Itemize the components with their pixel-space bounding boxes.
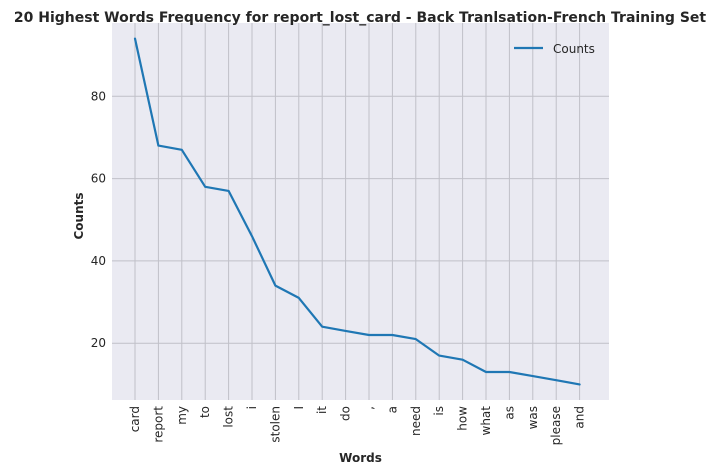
plot-area	[112, 23, 609, 400]
y-tick-label: 60	[91, 172, 106, 186]
x-tick-label: ,	[362, 406, 376, 410]
x-tick-label: need	[409, 406, 423, 436]
x-tick-label: it	[315, 406, 329, 414]
x-tick-label: i	[245, 406, 259, 409]
x-tick-label: to	[198, 406, 212, 418]
grid-lines	[112, 23, 609, 400]
x-tick-label: a	[385, 406, 399, 413]
x-tick-label: and	[573, 406, 587, 429]
y-tick-label: 40	[91, 254, 106, 268]
x-tick-label: I	[292, 406, 306, 410]
x-tick-label: my	[175, 406, 189, 425]
series-line-counts	[133, 37, 581, 386]
x-tick-label: as	[502, 406, 516, 420]
x-tick-label: what	[479, 406, 493, 436]
x-tick-label: was	[526, 406, 540, 429]
x-tick-label: how	[456, 406, 470, 431]
x-axis-label: Words	[339, 451, 382, 465]
x-tick-label: is	[432, 406, 446, 416]
legend-label-counts: Counts	[553, 42, 595, 56]
y-axis-label: Counts	[72, 192, 86, 239]
y-axis-ticks: 20 40 60 80	[91, 89, 106, 350]
x-tick-label: do	[339, 406, 353, 421]
x-tick-label: report	[151, 406, 165, 443]
x-tick-label: card	[128, 406, 142, 432]
chart-title: 20 Highest Words Frequency for report_lo…	[14, 10, 707, 26]
legend: Counts	[514, 42, 595, 56]
y-tick-label: 80	[91, 89, 106, 103]
x-tick-label: lost	[222, 406, 236, 428]
y-tick-label: 20	[91, 336, 106, 350]
x-tick-label: stolen	[268, 406, 282, 443]
x-tick-label: please	[549, 406, 563, 445]
